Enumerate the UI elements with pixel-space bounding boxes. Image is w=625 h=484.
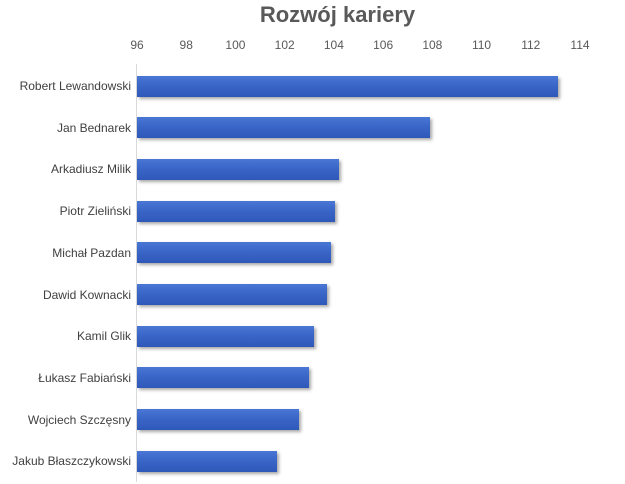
bar xyxy=(137,200,336,222)
x-tick-label: 108 xyxy=(422,38,443,52)
x-tick-label: 110 xyxy=(471,38,492,52)
bar xyxy=(137,409,300,431)
category-label: Dawid Kownacki xyxy=(42,287,131,302)
x-tick-label: 114 xyxy=(570,38,590,52)
x-tick-label: 112 xyxy=(521,38,541,52)
bar xyxy=(137,242,332,264)
category-label: Michał Pazdan xyxy=(52,245,131,260)
x-tick-label: 106 xyxy=(373,38,394,52)
bar xyxy=(137,284,327,305)
bar xyxy=(137,117,430,139)
bar xyxy=(137,75,558,97)
bar xyxy=(137,325,315,347)
x-tick-label: 96 xyxy=(130,38,144,52)
x-tick-label: 100 xyxy=(225,38,246,52)
category-label: Wojciech Szczęsny xyxy=(27,412,131,427)
x-tick-label: 102 xyxy=(274,38,295,52)
category-label: Jakub Błaszczykowski xyxy=(12,454,131,469)
chart-title: Rozwój kariery xyxy=(259,2,416,27)
bar xyxy=(137,367,310,389)
category-label: Piotr Zieliński xyxy=(59,204,131,219)
bar xyxy=(137,158,339,180)
category-label: Robert Lewandowski xyxy=(19,79,131,93)
category-label: Arkadiusz Milik xyxy=(50,162,131,177)
y-axis-line xyxy=(136,64,137,482)
x-tick-label: 98 xyxy=(179,38,193,52)
category-label: Jan Bednarek xyxy=(56,120,131,135)
bar xyxy=(137,450,278,472)
category-label: Łukasz Fabiański xyxy=(38,370,131,385)
x-tick-label: 104 xyxy=(323,38,344,52)
category-label: Kamil Glik xyxy=(76,329,131,344)
